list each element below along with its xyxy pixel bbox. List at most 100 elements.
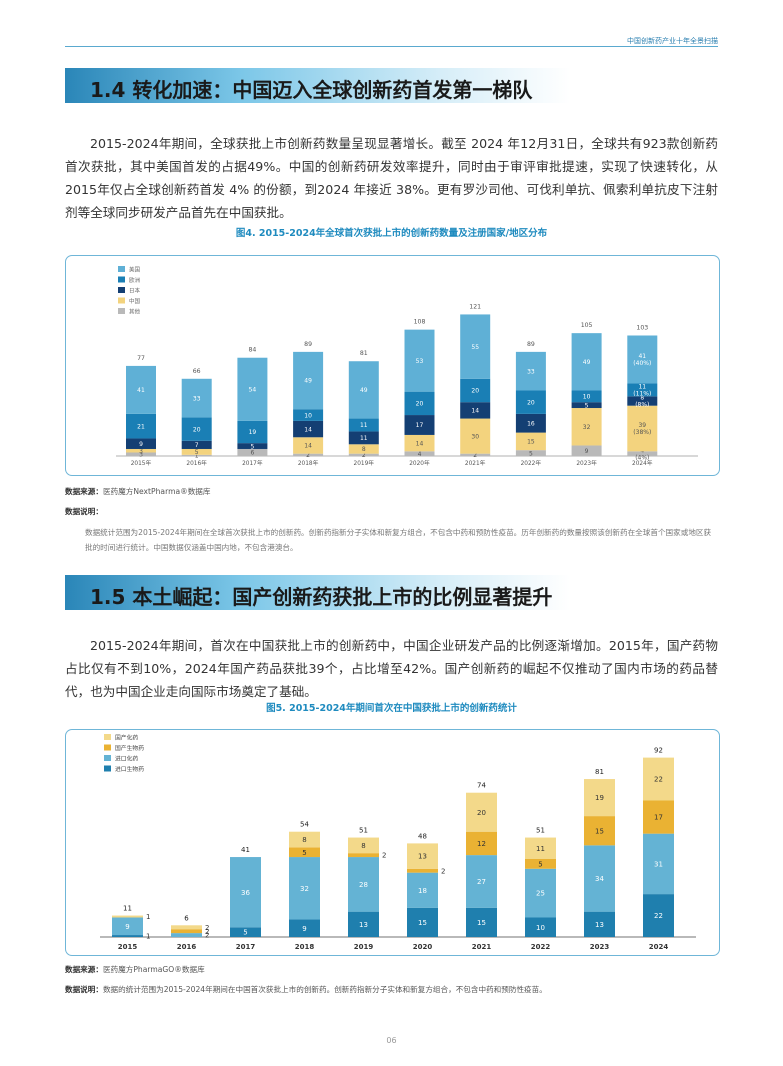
bar-segment — [293, 437, 324, 454]
total-label: 103 — [636, 324, 648, 331]
data-label: 14 — [304, 426, 312, 433]
bar-segment — [571, 402, 602, 409]
bar-segment — [571, 390, 602, 403]
legend-swatch — [104, 744, 111, 751]
data-label: 3 — [139, 448, 143, 455]
bar-segment — [515, 450, 546, 456]
total-label: 92 — [654, 747, 663, 755]
bar-segment — [171, 929, 202, 934]
data-label: 22 — [654, 776, 663, 784]
data-label: 9 — [139, 441, 143, 448]
page-number: 06 — [386, 1036, 397, 1045]
data-label: 49 — [583, 359, 591, 366]
total-label: 41 — [241, 846, 250, 854]
total-label: 77 — [137, 355, 145, 362]
x-tick-label: 2021年 — [465, 459, 486, 467]
bar-segment — [466, 907, 497, 937]
bar-segment — [289, 857, 320, 920]
bar-segment — [348, 857, 379, 912]
data-label: 14 — [471, 408, 479, 415]
data-note: 数据统计范围为2015-2024年期间在全球首次获批上市的创新药。创新药指新分子… — [85, 528, 712, 552]
header-line — [65, 46, 718, 47]
bar-segment — [112, 935, 143, 937]
legend-label: 进口化药 — [115, 755, 138, 763]
data-label: 11 — [638, 384, 646, 391]
data-label: 20 — [477, 809, 486, 817]
source-text: 医药魔方NextPharma®数据库 — [102, 487, 211, 496]
bar-segment — [407, 843, 438, 869]
data-label: 11 — [360, 422, 368, 429]
data-label: 55 — [471, 344, 479, 351]
data-label: 17 — [654, 814, 663, 822]
data-label: 22 — [654, 912, 663, 920]
bar-segment — [126, 438, 156, 449]
data-label: 13 — [595, 921, 604, 929]
legend-label: 日本 — [129, 287, 141, 295]
source-text: 医药魔方PharmaGO®数据库 — [102, 965, 205, 974]
bar-segment — [584, 816, 615, 846]
data-label: 19 — [595, 794, 604, 802]
section-title: 1.5 本土崛起：国产创新药获批上市的比例显著提升 — [90, 585, 553, 609]
total-label: 11 — [123, 905, 132, 913]
legend-swatch — [118, 308, 125, 314]
bar-segment — [460, 418, 491, 454]
x-tick-label: 2017 — [236, 943, 256, 951]
data-label: (40%) — [633, 360, 651, 367]
bar-segment — [237, 443, 268, 449]
data-label: (4%) — [635, 454, 649, 461]
data-label: 32 — [300, 885, 309, 893]
data-label: 15 — [477, 919, 486, 927]
bar-segment — [466, 792, 497, 832]
data-label: 33 — [193, 395, 201, 402]
data-label: 10 — [583, 394, 591, 401]
x-tick-label: 2018年 — [298, 459, 319, 467]
bar-segment — [584, 911, 615, 937]
section-title-bar — [65, 575, 570, 610]
x-tick-label: 2023 — [590, 943, 610, 951]
section-title-bar — [65, 68, 570, 103]
data-note: 数据说明：数据的统计范围为2015-2024年期间在中国首次获批上市的创新药。创… — [65, 985, 547, 994]
bar-segment — [181, 417, 212, 441]
header-title: 中国创新药产业十年全景扫描 — [627, 37, 718, 45]
bar-segment — [171, 933, 202, 937]
data-label: 33 — [527, 368, 535, 375]
bar-segment — [515, 351, 546, 391]
data-label: 20 — [471, 388, 479, 395]
total-label: 51 — [359, 827, 368, 835]
data-label: 8 — [361, 842, 365, 850]
data-label: 28 — [359, 881, 368, 889]
data-label: 32 — [583, 424, 591, 431]
bar-segment — [643, 757, 674, 801]
bar-segment — [460, 402, 491, 419]
x-tick-label: 2021 — [472, 943, 492, 951]
legend-swatch — [118, 276, 125, 283]
bar-segment — [181, 448, 212, 455]
chart-box-2: 国产化药 国产生物药 进口化药 进口生物药 1 9 1 11 2015 2 2 2 6 2016 5 36 41… — [65, 729, 720, 956]
bar-segment — [571, 445, 602, 456]
data-label: 2 — [473, 452, 477, 459]
bar-segment — [627, 383, 658, 397]
figure-caption: 图5. 2015-2024年期间首次在中国获批上市的创新药统计 — [266, 703, 517, 714]
bar-segment — [348, 361, 379, 419]
total-label: 108 — [414, 319, 426, 326]
data-label: 8 — [640, 395, 644, 402]
bar-segment — [643, 894, 674, 937]
data-note-label: 数据说明： — [65, 507, 103, 516]
bar-segment — [112, 917, 143, 936]
total-label: 6 — [184, 914, 189, 922]
total-label: 81 — [360, 350, 368, 357]
data-label: 2 — [205, 924, 209, 932]
bar-segment — [525, 859, 556, 869]
bar-segment — [584, 779, 615, 817]
data-label: 41 — [137, 387, 145, 394]
data-label: 5 — [529, 450, 533, 457]
data-label: 2 — [362, 452, 366, 459]
data-label: 15 — [418, 919, 427, 927]
legend-swatch — [118, 266, 125, 272]
bar-segment — [181, 454, 212, 456]
legend-label: 国产生物药 — [115, 744, 144, 752]
bar-segment — [237, 448, 268, 456]
data-label: 7 — [195, 442, 199, 449]
total-label: 51 — [536, 827, 545, 835]
total-label: 74 — [477, 782, 486, 790]
